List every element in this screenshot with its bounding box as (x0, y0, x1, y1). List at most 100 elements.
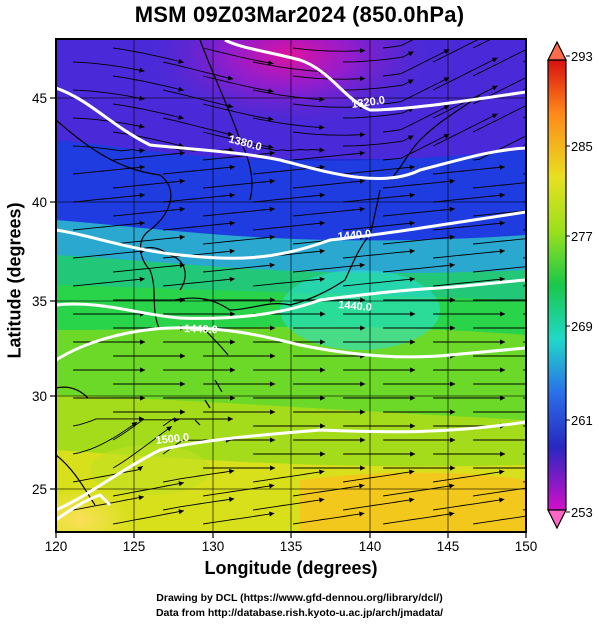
streamline-arrowhead (499, 164, 505, 170)
streamline-arrowhead (499, 192, 505, 198)
streamline-arrowhead (269, 178, 275, 184)
streamline (253, 89, 325, 101)
streamline-arrowhead (179, 206, 185, 212)
streamline-arrowhead (500, 395, 506, 401)
streamline-arrowhead (532, 16, 538, 21)
streamline-arrowhead (532, 72, 538, 77)
streamline (383, 105, 450, 133)
streamline (343, 250, 415, 259)
streamline-arrowhead (139, 164, 145, 170)
streamline (113, 131, 184, 147)
colorbar-label: 293 (571, 49, 593, 64)
streamline (383, 484, 455, 497)
streamline-arrowhead (540, 297, 545, 302)
streamline-arrowhead (178, 481, 184, 487)
streamline-arrowhead (450, 381, 456, 387)
streamline (253, 194, 325, 203)
streamline-arrowhead (409, 469, 415, 475)
streamline-arrowhead (590, 451, 595, 456)
streamline-arrowhead (450, 465, 456, 471)
streamline-arrowhead (408, 135, 414, 141)
streamline (73, 250, 145, 259)
credit-line-data: Data from http://database.rish.kyoto-u.a… (155, 607, 444, 619)
streamline (73, 194, 145, 203)
streamline-arrowhead (590, 367, 595, 372)
x-tick-label: 145 (437, 539, 460, 554)
streamline-arrowhead (449, 206, 455, 212)
streamline (473, 210, 526, 217)
streamline (253, 222, 325, 231)
streamline-arrowhead (166, 426, 172, 432)
streamline (343, 51, 414, 63)
streamline-arrowhead (359, 511, 365, 517)
streamline-arrowhead (229, 248, 235, 254)
streamline-arrowhead (360, 381, 366, 387)
streamline-arrowhead (360, 465, 366, 471)
streamline-arrowhead (268, 116, 274, 122)
contour-label-1440-a: 1440.0 (337, 228, 372, 243)
streamline-arrowhead (499, 220, 505, 226)
streamline-arrowhead (139, 416, 144, 422)
streamline-arrowhead (409, 497, 415, 503)
streamline-arrowhead (227, 416, 233, 422)
streamline-arrowhead (500, 451, 506, 457)
streamline-arrowhead (499, 469, 505, 475)
streamline (383, 512, 455, 525)
streamline-arrowhead (410, 367, 416, 373)
streamline (383, 264, 455, 273)
streamline (473, 238, 526, 245)
axis-ticks (50, 97, 527, 538)
streamline (383, 236, 455, 245)
streamline-arrowhead (270, 465, 276, 471)
streamline-arrowhead (443, 134, 450, 139)
streamline-arrowhead (270, 409, 276, 415)
streamline-arrowhead (319, 220, 325, 226)
streamline (73, 89, 145, 100)
streamline-arrowhead (449, 234, 455, 240)
colorbar-min-arrow (547, 509, 567, 530)
streamline (113, 510, 184, 525)
streamline-arrowhead (270, 297, 276, 303)
streamline-arrowhead (491, 85, 498, 91)
streamline (293, 512, 365, 525)
streamline (253, 117, 325, 129)
streamline (163, 250, 235, 259)
streamline (253, 61, 325, 73)
streamline (203, 264, 275, 273)
streamline (293, 47, 366, 52)
streamline (293, 484, 365, 497)
streamline-arrowhead (359, 206, 365, 212)
streamline-arrowhead (269, 150, 275, 156)
streamline (203, 484, 275, 497)
x-tick-label: 125 (123, 539, 146, 554)
streamline-arrowhead (590, 193, 595, 198)
credit-line-drawing: Drawing by DCL (https://www.gfd-dennou.o… (156, 592, 443, 604)
streamline-arrowhead (319, 497, 325, 503)
streamline (293, 152, 365, 161)
streamline (432, 113, 498, 147)
streamline (383, 180, 455, 189)
streamline (343, 470, 415, 483)
streamline-arrowhead (139, 123, 145, 129)
streamline (433, 498, 505, 511)
streamline-arrowhead (359, 483, 365, 489)
streamline-arrowhead (410, 451, 416, 457)
streamline-arrowhead (409, 164, 415, 170)
streamline-arrowhead (230, 311, 236, 317)
streamline-arrowhead (409, 248, 415, 254)
streamline-arrowhead (500, 367, 506, 373)
streamline-arrowhead (320, 395, 326, 401)
streamline-arrowhead (410, 311, 416, 317)
streamline-arrowhead (140, 367, 146, 373)
streamline-arrowhead (590, 221, 595, 226)
streamline (343, 222, 415, 231)
streamline-arrowhead (540, 179, 545, 184)
x-tick-label: 130 (202, 539, 225, 554)
streamline-arrowhead (532, 44, 538, 49)
streamline-arrowhead (320, 451, 326, 457)
streamline-arrowhead (140, 339, 146, 345)
streamline (343, 107, 414, 119)
streamline-arrowhead (268, 144, 274, 150)
streamline-arrowhead (139, 192, 145, 198)
streamline-arrowhead (269, 206, 275, 212)
